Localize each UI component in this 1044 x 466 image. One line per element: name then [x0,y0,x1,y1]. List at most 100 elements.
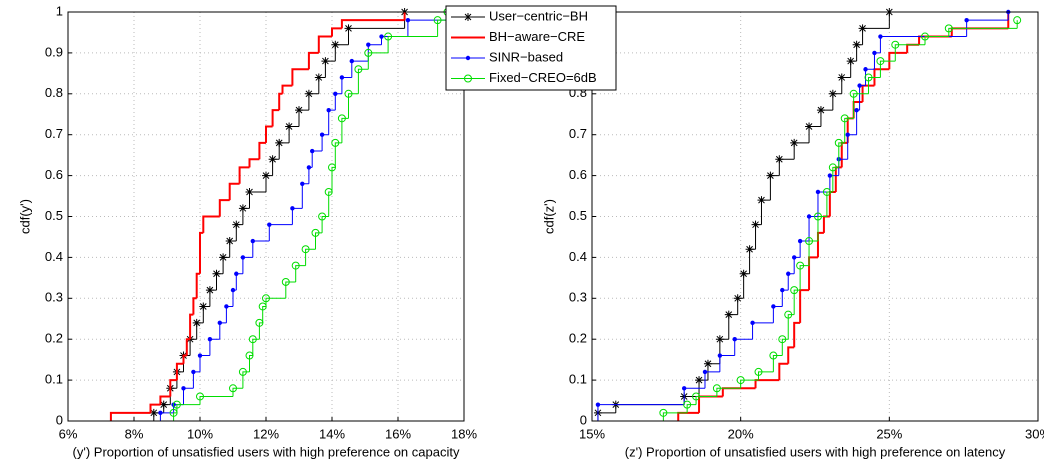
marker-dot [333,91,338,97]
step-segment [334,142,342,168]
marker-dot [780,287,785,293]
step-segment [278,92,283,111]
step-segment [169,379,177,397]
marker-circle [828,163,837,172]
marker-star [837,73,846,82]
step-segment [844,117,854,143]
y-axis-label: cdf(z') [541,199,556,234]
marker-star [199,302,208,311]
marker-star [745,245,754,254]
marker-dot [845,132,850,137]
marker-star [724,310,733,319]
marker-star [238,204,247,213]
marker-star [790,138,799,147]
step-segment [291,68,309,86]
marker-dot [366,42,371,47]
y-axis-label: cdf(y') [17,199,32,234]
step-segment [758,371,774,381]
marker-dot [349,58,354,64]
step-segment [175,362,184,381]
step-segment [271,109,280,127]
marker-dot [806,214,812,219]
marker-star [295,106,303,115]
marker-star [751,220,760,229]
plot: 00.10.20.30.40.50.60.70.80.916% 8% 10% 12% 1… [17,3,477,459]
x-tick-label: 16% [385,426,411,441]
step-segment [357,68,369,94]
marker-star [757,196,766,205]
step-segment [387,36,438,53]
marker-dot [872,50,877,56]
step-segment [317,35,332,53]
marker-star [149,408,158,417]
marker-star [331,40,340,49]
step-segment [367,52,389,70]
marker-circle [840,114,849,123]
marker-circle [464,74,472,83]
marker-star [192,318,201,327]
marker-dot [379,34,384,39]
marker-circle [736,376,745,385]
series [109,12,406,421]
marker-circle [172,400,181,409]
marker-dot [290,206,295,211]
step-segment [242,371,250,389]
step-segment [799,265,810,291]
step-segment [185,338,191,356]
marker-star [739,269,748,278]
marker-star [314,73,323,82]
marker-circle [805,237,814,246]
marker-dot [786,271,791,276]
marker-star [321,57,330,66]
y-tick-label: 0.2 [569,331,587,346]
marker-star [212,269,221,278]
y-tick-label: 0.9 [45,44,63,59]
marker-star [775,155,784,164]
marker-circle [769,351,778,360]
marker-star [858,24,867,33]
marker-star [262,171,270,180]
x-tick-label: 12% [253,426,279,441]
marker-circle [229,384,237,393]
marker-star [805,122,814,131]
step-segment [331,27,342,37]
axes-frame [67,11,465,422]
legend-label: Fixed−CREO=6dB [489,70,597,85]
y-tick-label: 0.1 [45,372,63,387]
marker-circle [281,277,290,286]
step-segment [793,321,801,348]
x-tick-label: 25% [876,426,902,441]
step-segment [159,395,171,405]
step-segment [265,125,273,143]
marker-circle [337,114,346,123]
series [659,16,1022,421]
marker-star [816,106,825,115]
marker-circle [864,73,873,82]
step-segment [340,19,405,29]
marker-circle [311,228,320,237]
marker-dot [230,287,236,293]
marker-circle [784,310,793,319]
y-tick-label: 0.5 [569,208,587,223]
marker-circle [754,367,763,376]
marker-dot [405,17,411,23]
step-segment [321,216,329,233]
step-segment [238,166,250,184]
x-axis-label: (z') Proportion of unsatisfied users wit… [625,444,1006,459]
marker-dot [702,369,708,375]
marker-dot [339,75,345,80]
step-segment [315,232,323,250]
step-segment [265,297,286,307]
marker-dot [797,238,803,244]
marker-circle [944,24,953,33]
step-segment [695,395,717,405]
marker-circle [813,212,822,221]
marker-circle [849,89,858,98]
y-tick-label: 0.4 [569,249,587,264]
step-segment [149,403,161,413]
y-tick-label: 0.3 [569,290,587,305]
x-tick-label: 6% [59,426,78,441]
step-segment [888,51,908,70]
y-tick-label: 0.6 [569,167,587,182]
